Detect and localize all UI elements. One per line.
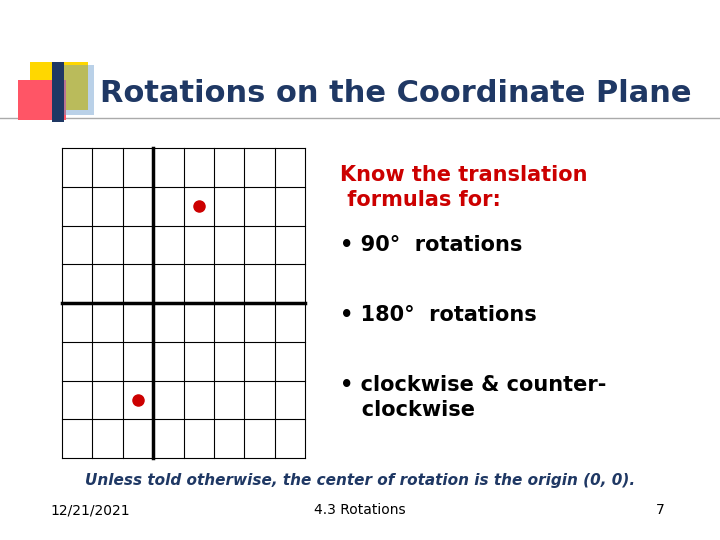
Text: Know the translation
 formulas for:: Know the translation formulas for: (340, 165, 588, 210)
Bar (18, 80, 66, 120)
Text: Unless told otherwise, the center of rotation is the origin (0, 0).: Unless told otherwise, the center of rot… (85, 473, 635, 488)
Text: 4.3 Rotations: 4.3 Rotations (314, 503, 406, 517)
Bar (52, 62, 64, 122)
Text: • 90°  rotations: • 90° rotations (340, 235, 523, 255)
Text: 12/21/2021: 12/21/2021 (50, 503, 130, 517)
Text: Rotations on the Coordinate Plane: Rotations on the Coordinate Plane (100, 78, 691, 107)
Text: 7: 7 (656, 503, 665, 517)
Text: • 180°  rotations: • 180° rotations (340, 305, 536, 325)
Bar (30, 62, 88, 110)
Text: • clockwise & counter-
   clockwise: • clockwise & counter- clockwise (340, 375, 606, 420)
Bar (64, 65, 94, 115)
